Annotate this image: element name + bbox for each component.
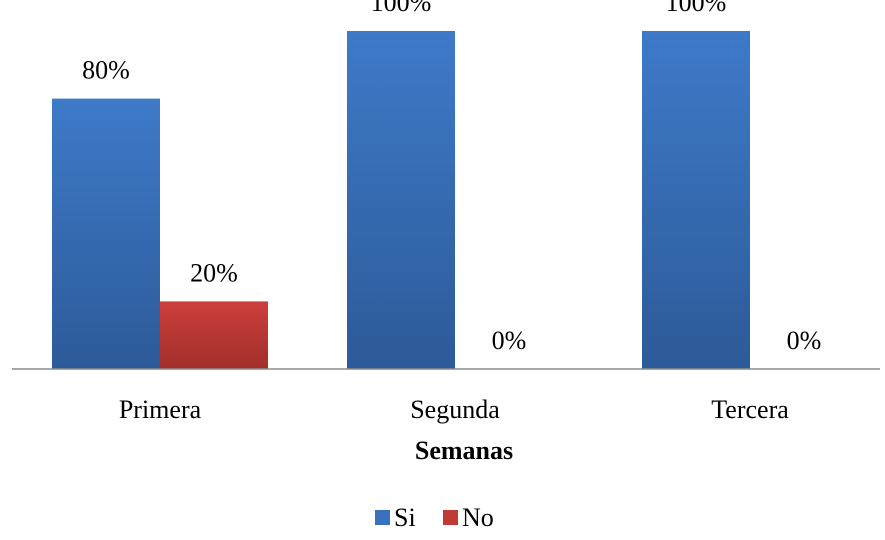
legend-label-no: No <box>462 503 494 532</box>
data-label-no-primera: 20% <box>190 258 238 287</box>
data-label-no-tercera: 0% <box>787 326 822 355</box>
bar-si-tercera <box>642 31 750 369</box>
x-tick-label-segunda: Segunda <box>410 395 500 424</box>
legend-swatch-si <box>375 510 390 525</box>
bar-si-segunda <box>347 31 455 369</box>
x-tick-label-primera: Primera <box>119 395 202 424</box>
bar-no-primera <box>160 301 268 369</box>
data-labels-group: 80% 20% 100% 0% 100% 0% <box>82 0 821 355</box>
x-tick-labels-group: Primera Segunda Tercera <box>119 395 789 424</box>
legend: Si No <box>375 503 494 532</box>
data-label-si-segunda: 100% <box>371 0 432 17</box>
bar-si-primera <box>52 98 160 369</box>
x-tick-label-tercera: Tercera <box>711 395 789 424</box>
legend-swatch-no <box>443 510 458 525</box>
data-label-si-primera: 80% <box>82 56 130 85</box>
data-label-si-tercera: 100% <box>666 0 727 17</box>
legend-label-si: Si <box>394 503 416 532</box>
bars-group <box>52 31 750 369</box>
x-axis-title: Semanas <box>415 436 513 465</box>
data-label-no-segunda: 0% <box>492 326 527 355</box>
